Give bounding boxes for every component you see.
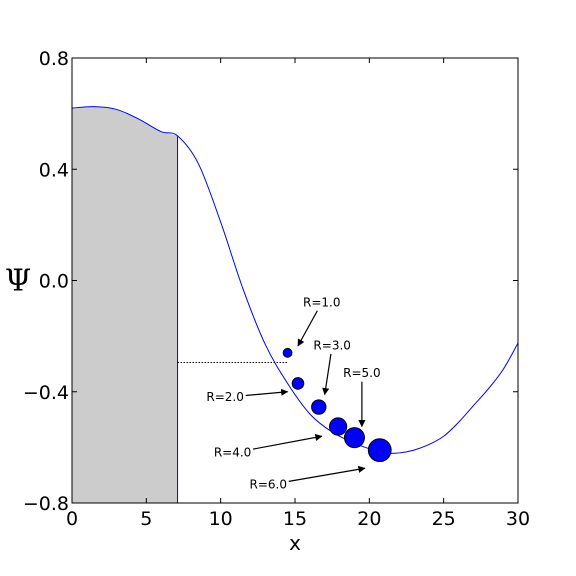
x-tick-label: 5 (140, 508, 152, 530)
x-tick-label: 25 (432, 508, 456, 530)
point-marker (282, 347, 293, 358)
shaded-region (72, 106, 178, 503)
axis-ticks: 0 5 10 15 20 25 30 −0.8 −0.4 0.0 0.4 0.8 (23, 48, 530, 530)
point-marker (329, 417, 348, 436)
annotation-arrow (245, 388, 289, 397)
y-tick-label: 0.8 (39, 48, 69, 70)
point-marker (311, 399, 327, 415)
annotation-arrow (252, 433, 323, 450)
x-tick-label: 0 (66, 508, 78, 530)
point-marker (291, 377, 305, 390)
y-tick-label: 0.0 (39, 271, 69, 293)
annotation-label: R=3.0 (313, 338, 350, 352)
annotation-arrow (288, 465, 366, 482)
y-axis-label: Ψ (5, 264, 31, 299)
y-tick-label: −0.8 (23, 493, 69, 515)
annotation-label: R=5.0 (343, 366, 380, 380)
annotation-label: R=4.0 (214, 445, 251, 459)
annotation-arrow (297, 310, 318, 347)
plot-area (72, 106, 518, 503)
point-marker (367, 438, 392, 463)
x-axis-label: x (289, 531, 301, 555)
annotation-label: R=2.0 (206, 390, 243, 404)
y-tick-label: 0.4 (39, 159, 69, 181)
x-tick-label: 10 (209, 508, 233, 530)
annotation-label: R=1.0 (303, 295, 340, 309)
point-marker (343, 427, 365, 449)
annotation-label: R=6.0 (249, 477, 286, 491)
annotation-arrow (322, 353, 332, 396)
x-tick-label: 20 (357, 508, 381, 530)
x-tick-label: 15 (283, 508, 307, 530)
y-tick-label: −0.4 (23, 382, 69, 404)
x-tick-label: 30 (506, 508, 530, 530)
